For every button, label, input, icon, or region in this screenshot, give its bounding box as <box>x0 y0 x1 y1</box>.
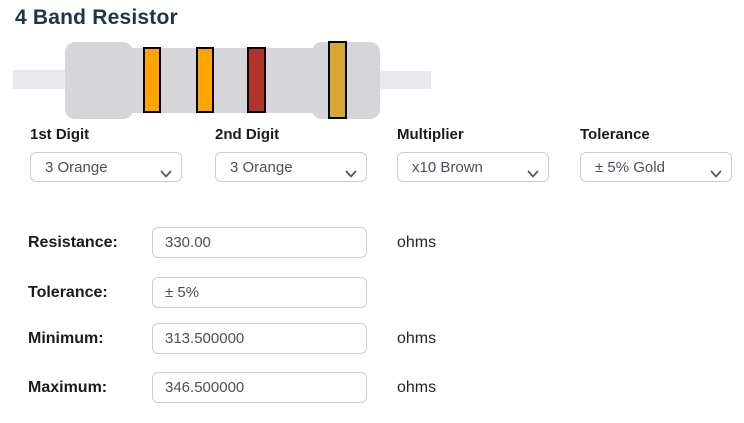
second-digit-label: 2nd Digit <box>215 126 280 143</box>
first-digit-select[interactable]: 3 Orange <box>30 152 182 182</box>
page-title: 4 Band Resistor <box>15 6 178 29</box>
band-2nd-digit <box>196 47 214 113</box>
minimum-row: Minimum: ohms <box>0 323 744 354</box>
second-digit-select[interactable]: 3 Orange <box>215 152 367 182</box>
maximum-row: Maximum: ohms <box>0 372 744 403</box>
minimum-label: Minimum: <box>28 330 104 347</box>
resistor-lead-left <box>13 70 67 89</box>
band-1st-digit <box>143 47 161 113</box>
second-digit-field: 2nd Digit 3 Orange <box>215 126 367 182</box>
first-digit-label: 1st Digit <box>30 126 90 143</box>
tolerance-field: Tolerance ± 5% Gold <box>580 126 732 182</box>
tolerance-select[interactable]: ± 5% Gold <box>580 152 732 182</box>
resistor-graphic <box>0 0 744 130</box>
resistance-label: Resistance: <box>28 234 118 251</box>
maximum-input[interactable] <box>152 372 367 403</box>
band-tolerance <box>328 41 347 119</box>
maximum-label: Maximum: <box>28 379 108 396</box>
maximum-unit-label: ohms <box>397 379 437 396</box>
multiplier-field: Multiplier x10 Brown <box>397 126 549 182</box>
tolerance-result-label: Tolerance: <box>28 284 108 301</box>
resistance-input[interactable] <box>152 227 367 258</box>
first-digit-field: 1st Digit 3 Orange <box>30 126 182 182</box>
multiplier-label: Multiplier <box>397 126 464 143</box>
resistor-lead-right <box>380 71 431 89</box>
resistance-row: Resistance: ohms <box>0 227 744 258</box>
minimum-input[interactable] <box>152 323 367 354</box>
tolerance-row: Tolerance: <box>0 277 744 308</box>
minimum-unit-label: ohms <box>397 330 437 347</box>
tolerance-label: Tolerance <box>580 126 650 143</box>
tolerance-input[interactable] <box>152 277 367 308</box>
band-multiplier <box>247 47 266 113</box>
resistance-unit-label: ohms <box>397 234 437 251</box>
resistor-body-cap-left <box>65 42 133 119</box>
multiplier-select[interactable]: x10 Brown <box>397 152 549 182</box>
